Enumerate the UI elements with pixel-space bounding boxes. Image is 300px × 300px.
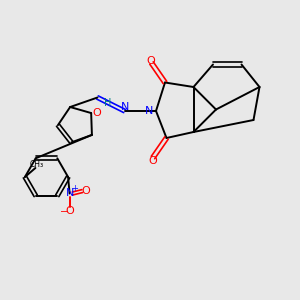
Text: O: O xyxy=(81,186,90,196)
Text: N: N xyxy=(121,102,129,112)
Text: +: + xyxy=(72,184,78,193)
Text: H: H xyxy=(104,98,112,108)
Text: N: N xyxy=(145,106,154,116)
Text: O: O xyxy=(146,56,155,66)
Text: N: N xyxy=(65,188,74,199)
Text: −: − xyxy=(59,206,68,217)
Text: O: O xyxy=(92,108,101,118)
Text: O: O xyxy=(148,156,157,166)
Text: CH₃: CH₃ xyxy=(30,160,44,169)
Text: O: O xyxy=(65,206,74,217)
